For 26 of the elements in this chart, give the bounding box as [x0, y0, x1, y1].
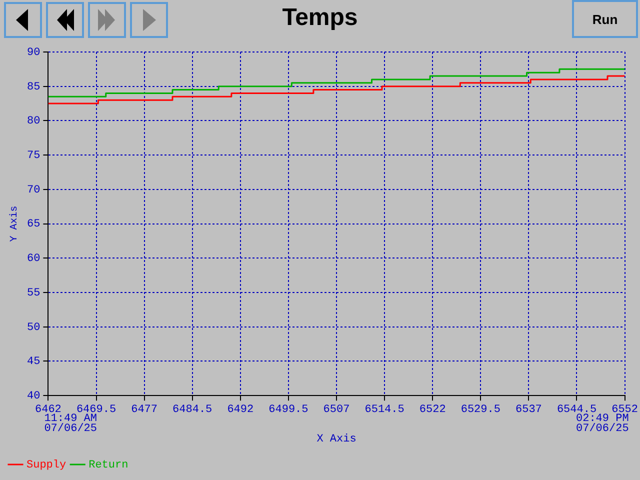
x-axis-title: X Axis	[316, 433, 356, 446]
x-tick-label: 6529.5	[460, 404, 500, 416]
x-tick-label: 6514.5	[364, 404, 404, 416]
y-tick-label: 70	[27, 184, 40, 196]
y-tick-label: 65	[27, 218, 40, 231]
x-tick-label: 6522	[419, 404, 446, 416]
x-tick-label: 6477	[131, 404, 158, 416]
y-tick-label: 90	[27, 46, 40, 59]
y-tick-label: 60	[27, 253, 40, 266]
y-tick-label: 55	[27, 287, 40, 300]
y-axis-title: Y Axis	[8, 206, 21, 242]
chart-title: Temps	[282, 4, 358, 31]
x-tick-label: 6507	[323, 404, 350, 416]
x-tick-label: 6484.5	[172, 404, 212, 416]
legend-label: Return	[88, 459, 128, 472]
x-tick-label: 6537	[515, 404, 542, 416]
y-tick-label: 85	[27, 81, 40, 94]
legend-label: Supply	[26, 459, 67, 472]
y-tick-label: 75	[27, 150, 40, 162]
y-tick-label: 80	[27, 116, 40, 128]
text: Run	[572, 0, 638, 38]
y-tick-label: 50	[27, 322, 40, 334]
x-tick-label: 6499.5	[268, 404, 308, 416]
y-tick-label: 45	[27, 356, 40, 368]
x-tick-label: 6492	[227, 404, 254, 416]
y-tick-label: 40	[27, 390, 40, 403]
